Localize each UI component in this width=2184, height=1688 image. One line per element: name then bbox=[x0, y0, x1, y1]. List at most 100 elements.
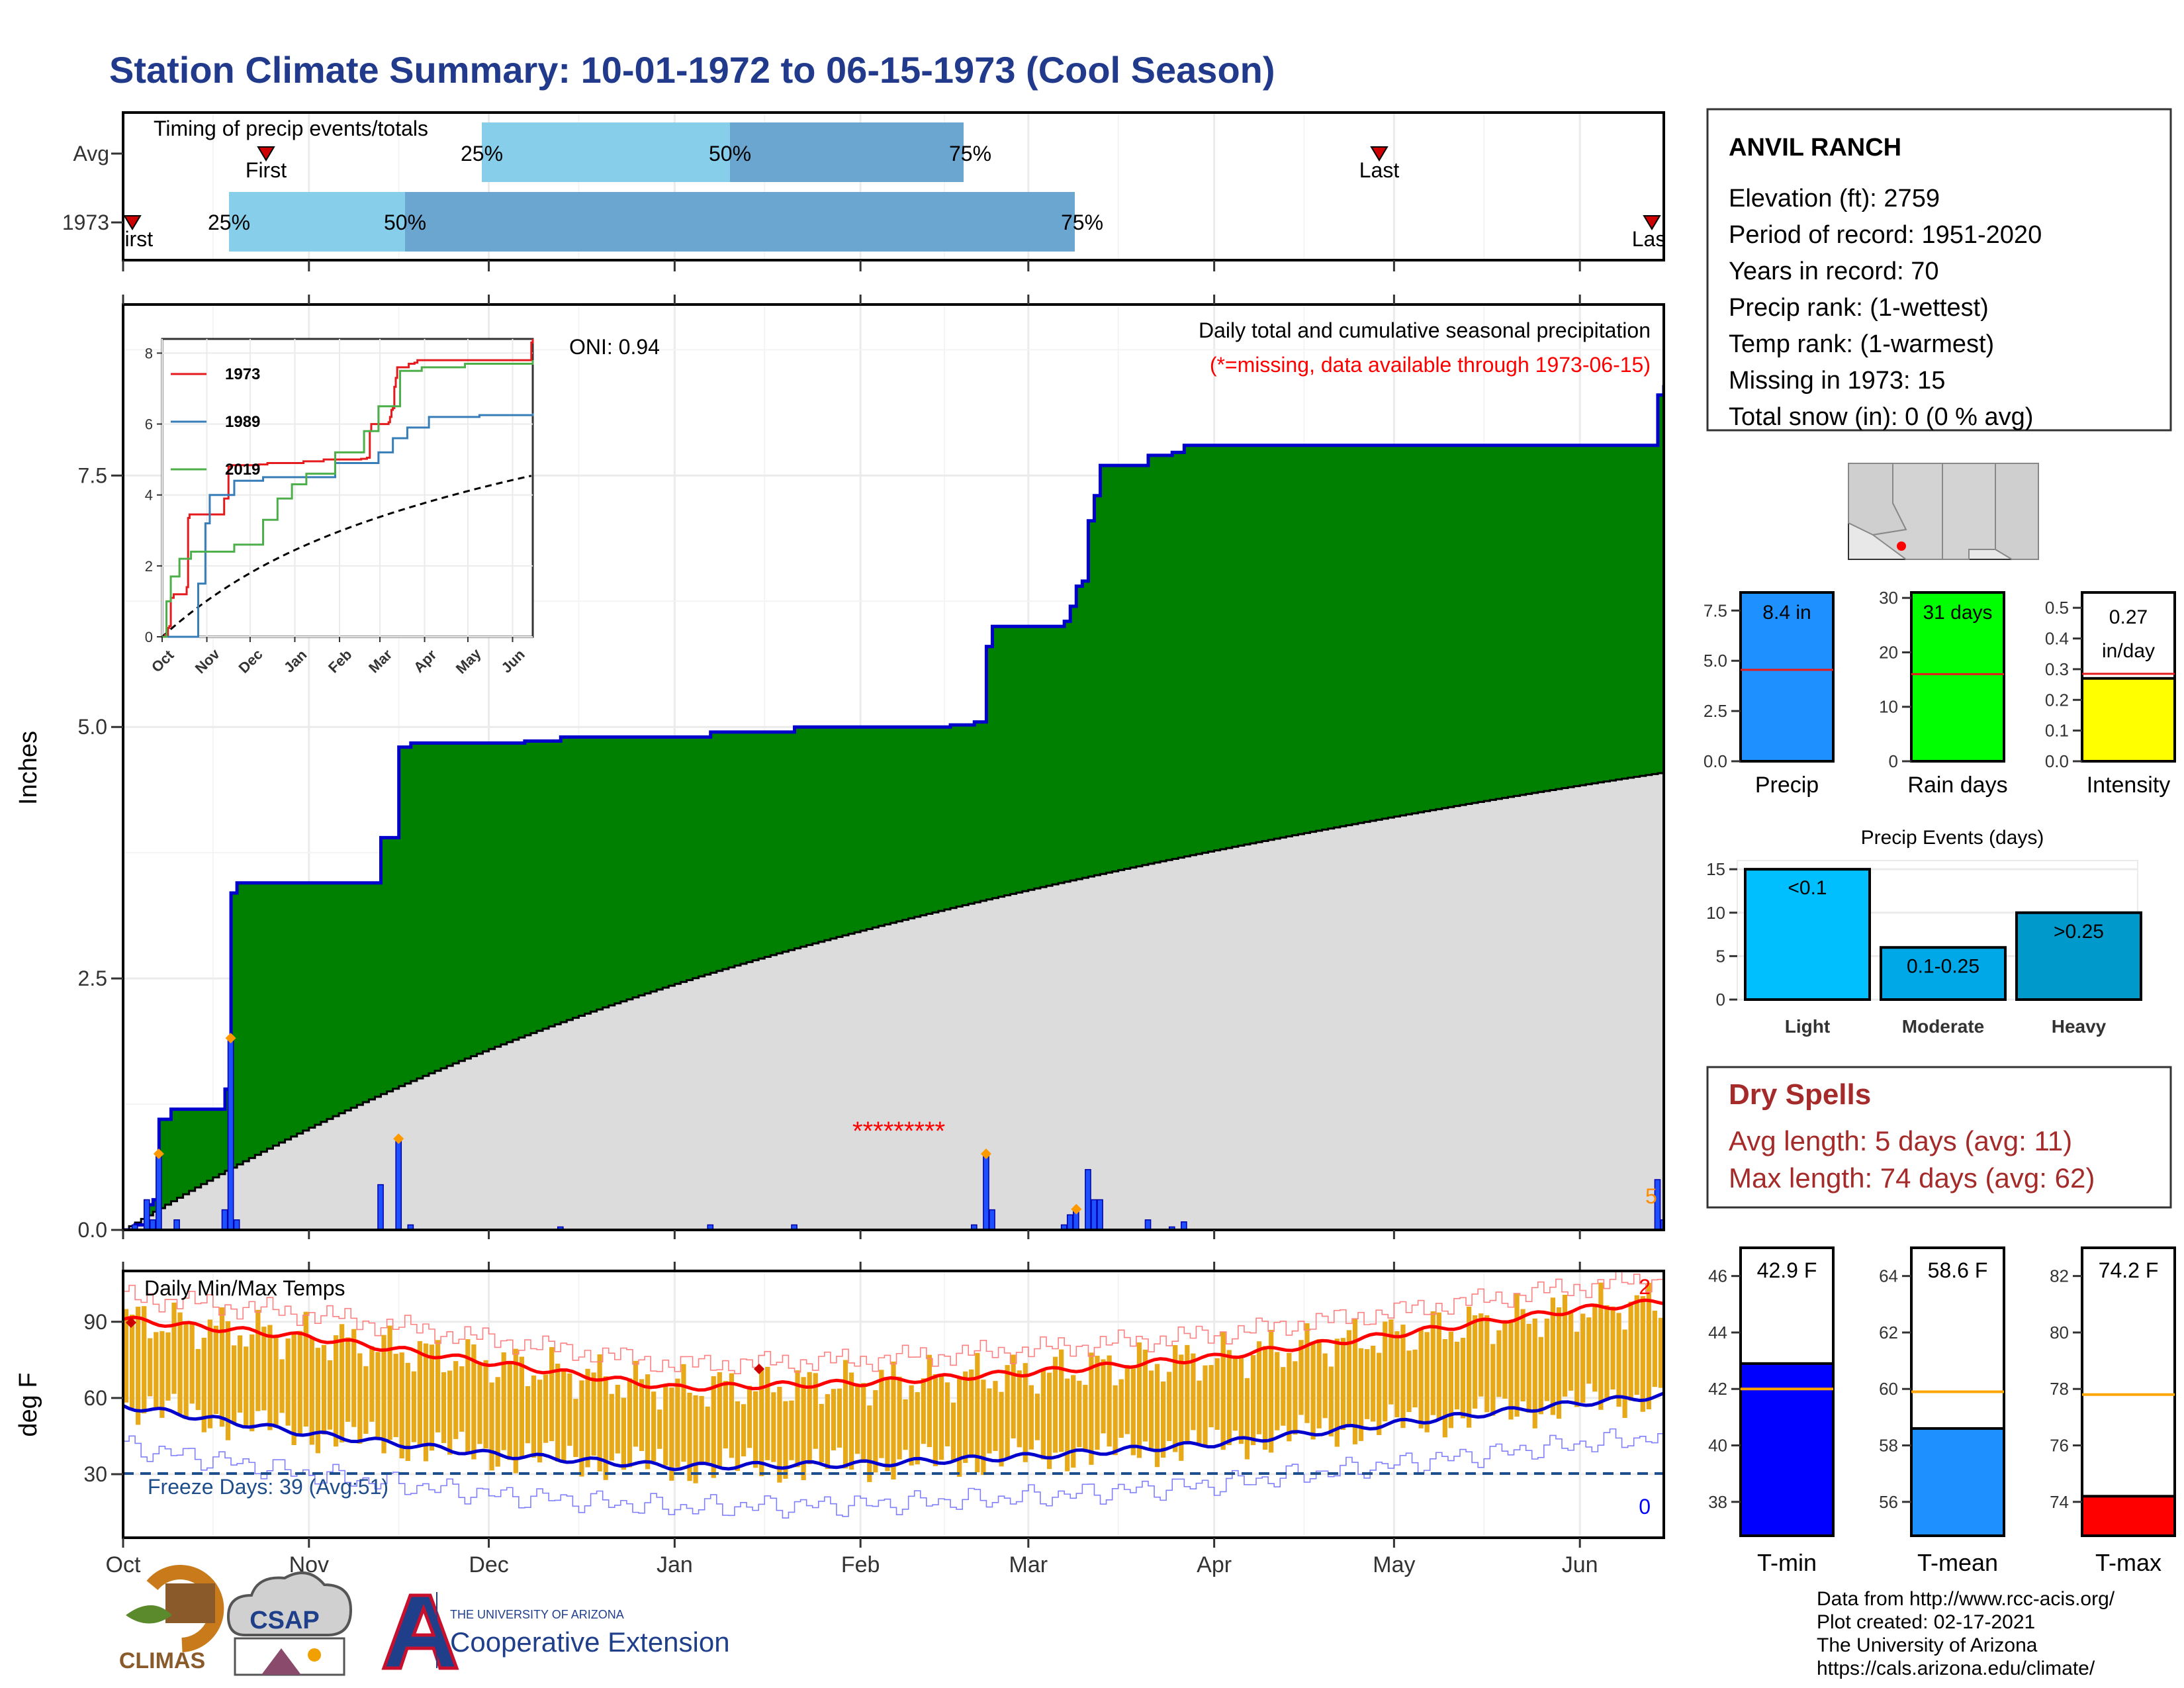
daily-temp-bar bbox=[435, 1340, 441, 1432]
precip-frame bbox=[122, 303, 1665, 1231]
missing-count: 5 bbox=[1645, 1184, 1657, 1208]
daily-temp-bar bbox=[477, 1364, 482, 1444]
daily-temp-bar bbox=[136, 1306, 141, 1425]
daily-temp-bar bbox=[1256, 1341, 1262, 1434]
station-line: Precip rank: (1-wettest) bbox=[1729, 294, 1989, 322]
daily-temp-bar bbox=[507, 1360, 512, 1460]
timing-bar-1973-50-75 bbox=[405, 192, 1075, 252]
climas-logo: CLIMAS bbox=[119, 1565, 224, 1673]
daily-precip-bar bbox=[407, 1224, 414, 1230]
daily-temp-bar bbox=[801, 1377, 806, 1480]
daily-precip-bar bbox=[989, 1209, 995, 1230]
daily-temp-bar bbox=[465, 1339, 471, 1452]
inset-month-label: Feb bbox=[325, 646, 355, 676]
summary-bar-label: Rain days bbox=[1907, 773, 2007, 798]
footer-line: Plot created: 02-17-2021 bbox=[1817, 1611, 2035, 1633]
daily-precip-bar bbox=[173, 1219, 180, 1230]
precip-ytick-label: 7.5 bbox=[78, 463, 107, 487]
temp-bar-label: T-max bbox=[2095, 1549, 2161, 1576]
daily-temp-bar bbox=[513, 1348, 518, 1474]
daily-temp-bar bbox=[1262, 1346, 1268, 1450]
daily-temp-bar bbox=[711, 1376, 716, 1478]
events-bar-moderate bbox=[1880, 946, 2007, 1001]
daily-temp-bar bbox=[663, 1386, 668, 1466]
p25-label-avg: 25% bbox=[461, 142, 503, 165]
month-ticks-top bbox=[122, 260, 1581, 1271]
timing-bar-1973-25-50 bbox=[229, 192, 405, 252]
daily-temp-bar bbox=[921, 1378, 926, 1444]
daily-temp-bar bbox=[297, 1331, 302, 1436]
daily-temp-bar bbox=[753, 1391, 758, 1468]
ua-small-text: THE UNIVERSITY OF ARIZONA bbox=[450, 1608, 624, 1621]
temp-ylabel: deg F bbox=[15, 1372, 42, 1436]
daily-temp-bar bbox=[1124, 1365, 1130, 1434]
inset-grid bbox=[161, 339, 533, 637]
month-label-may: May bbox=[1373, 1552, 1415, 1577]
daily-temp-bar bbox=[1496, 1330, 1502, 1397]
daily-temp-bar bbox=[1436, 1312, 1441, 1420]
temp-bar-frame bbox=[2081, 1246, 2176, 1537]
daily-temp-bar bbox=[1430, 1311, 1435, 1415]
daily-temp-bar bbox=[723, 1381, 728, 1449]
temp-ytick-label: 90 bbox=[83, 1310, 107, 1334]
daily-precip-bar bbox=[791, 1224, 797, 1230]
temp-bar-t-mean bbox=[1910, 1427, 2005, 1537]
daily-precip-bar bbox=[707, 1224, 714, 1230]
daily-temp-bar bbox=[459, 1366, 465, 1432]
daily-temp-bar bbox=[1089, 1352, 1094, 1465]
daily-temp-bar bbox=[1046, 1372, 1052, 1470]
daily-temp-bar bbox=[1652, 1311, 1658, 1387]
climas-logo-text: CLIMAS bbox=[119, 1648, 205, 1673]
inset-month-label: Jun bbox=[498, 646, 528, 676]
daily-temp-bar bbox=[771, 1392, 776, 1462]
station-box-frame bbox=[1706, 108, 2172, 432]
daily-temp-bar bbox=[1532, 1318, 1537, 1429]
daily-temp-bar bbox=[1065, 1378, 1070, 1472]
daily-temp-bar bbox=[927, 1354, 932, 1448]
daily-temp-bar bbox=[1005, 1365, 1010, 1458]
daily-temp-bar bbox=[1322, 1353, 1328, 1419]
daily-temp-bar bbox=[1610, 1306, 1615, 1390]
inset-month-label: Dec bbox=[236, 646, 266, 677]
precip-ytick-label: 2.5 bbox=[78, 966, 107, 990]
daily-temp-bar bbox=[1071, 1375, 1076, 1468]
temp-bar-ytick-label: 58 bbox=[1879, 1436, 1898, 1456]
daily-temp-bar bbox=[393, 1354, 398, 1438]
daily-temp-bar bbox=[621, 1397, 626, 1470]
station-line: Years in record: 70 bbox=[1729, 258, 1939, 285]
daily-temp-bar bbox=[195, 1348, 201, 1411]
daily-temp-bar bbox=[165, 1332, 171, 1401]
daily-temp-bar bbox=[705, 1406, 710, 1463]
daily-temp-bar bbox=[315, 1348, 321, 1454]
daily-temp-bar bbox=[261, 1327, 267, 1411]
summary-bars: 0.0 2.5 5.0 7.5 8.4 in Precip 0 10 20 30 31 days Ra… bbox=[1704, 588, 2176, 798]
daily-temp-bar bbox=[1556, 1307, 1562, 1419]
dry-spells-frame bbox=[1706, 1066, 2172, 1209]
p25-label-1973: 25% bbox=[208, 211, 250, 234]
inset-ytick-label: 8 bbox=[145, 345, 153, 361]
daily-temp-bar bbox=[201, 1337, 206, 1432]
daily-temp-bar bbox=[1377, 1352, 1382, 1435]
daily-temp-bar bbox=[369, 1346, 375, 1422]
daily-temp-bar bbox=[1508, 1320, 1514, 1420]
daily-temp-bar bbox=[1580, 1313, 1586, 1403]
temp-bar-ytick-label: 76 bbox=[2050, 1436, 2069, 1456]
daily-temp-bar bbox=[1028, 1385, 1034, 1450]
daily-temp-bar bbox=[1226, 1350, 1232, 1446]
daily-temp-bar bbox=[944, 1382, 950, 1446]
daily-temp-bar bbox=[357, 1353, 363, 1444]
daily-temp-bar bbox=[963, 1371, 968, 1463]
daily-temp-bar bbox=[471, 1344, 477, 1460]
daily-temp-bar bbox=[825, 1394, 830, 1470]
daily-temp-bar bbox=[1598, 1282, 1604, 1410]
daily-temp-bar bbox=[244, 1346, 249, 1429]
record-low-count: 0 bbox=[1639, 1495, 1651, 1519]
event-marker bbox=[225, 1033, 236, 1044]
daily-temp-bar bbox=[1269, 1329, 1274, 1453]
precip-ytick-label: 5.0 bbox=[78, 715, 107, 739]
daily-temp-bar bbox=[1490, 1344, 1496, 1416]
daily-temp-bar bbox=[1191, 1353, 1196, 1430]
daily-temp-bar bbox=[627, 1378, 633, 1468]
daily-precip-bar bbox=[1144, 1219, 1152, 1230]
